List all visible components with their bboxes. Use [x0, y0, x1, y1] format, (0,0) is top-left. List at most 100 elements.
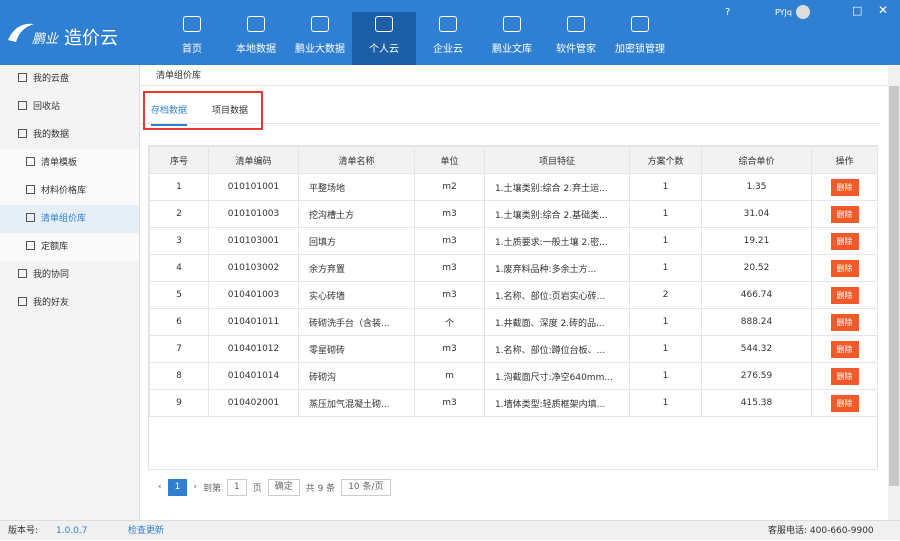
- table-row[interactable]: 1 010101001 平整场地 m2 1.土壤类别:综合 2.弃土运... 1 1.35 删…: [149, 173, 878, 201]
- table-cell: 余方弃置: [298, 254, 415, 282]
- prev-page[interactable]: ‹: [158, 482, 162, 492]
- breadcrumb-text: 清单组价库: [156, 71, 202, 81]
- sidebar-item[interactable]: 材料价格库: [0, 177, 139, 205]
- version: 1.0.0.7: [56, 526, 88, 536]
- logo: 鹏业 造价云: [0, 0, 160, 65]
- nav: 首页 本地数据 鹏业大数据 个人云 企业云 鹏业文库 软件管家 加密锁管理: [160, 12, 672, 65]
- table-cell: 2: [629, 281, 702, 309]
- delete-button[interactable]: 删除: [830, 313, 859, 331]
- nav-item[interactable]: 企业云: [416, 12, 480, 65]
- action-cell: 删除: [811, 254, 878, 282]
- delete-button[interactable]: 删除: [830, 232, 859, 250]
- delete-button[interactable]: 删除: [830, 340, 859, 358]
- status-bar: 版本号: 1.0.0.7 检查更新 客服电话: 400-660-9900: [0, 520, 900, 540]
- table-cell: 个: [414, 308, 485, 336]
- table-row[interactable]: 3 010103001 回填方 m3 1.土质要求:一般土壤 2.密... 1 19.21 删…: [149, 227, 878, 255]
- table-cell: m: [414, 362, 485, 390]
- column-header: 清单名称: [298, 146, 415, 174]
- nav-label: 加密锁管理: [615, 44, 665, 55]
- action-cell: 删除: [811, 335, 878, 363]
- page-number[interactable]: 1: [167, 478, 188, 496]
- table-cell: m3: [414, 254, 485, 282]
- action-cell: 删除: [811, 308, 878, 336]
- table-cell: 1.沟截面尺寸:净空640mm...: [484, 362, 630, 390]
- sidebar-item[interactable]: 清单模板: [0, 149, 139, 177]
- table-cell: 888.24: [701, 308, 812, 336]
- sidebar-item[interactable]: 我的云盘: [0, 65, 139, 93]
- table-row[interactable]: 5 010401003 实心砖墙 m3 1.名称、部位:页岩实心砖... 2 466.74 删…: [149, 281, 878, 309]
- column-header: 方案个数: [629, 146, 702, 174]
- tab[interactable]: 存档数据: [151, 103, 188, 126]
- scrollbar-thumb[interactable]: [889, 86, 899, 486]
- table-cell: 010401003: [208, 281, 299, 309]
- column-header: 操作: [811, 146, 878, 174]
- action-cell: 删除: [811, 362, 878, 390]
- column-header: 单位: [414, 146, 485, 174]
- nav-label: 本地数据: [236, 44, 276, 55]
- table-row[interactable]: 9 010402001 蒸压加气混凝土砌... m3 1.墙体类型:轻质框架内填... 1…: [149, 389, 878, 417]
- table-row[interactable]: 8 010401014 砖砌沟 m 1.沟截面尺寸:净空640mm... 1 276.59 删…: [149, 362, 878, 390]
- version-label: 版本号:: [8, 526, 39, 536]
- logo-icon: [8, 23, 34, 42]
- delete-button[interactable]: 删除: [830, 259, 859, 277]
- table-row[interactable]: 7 010401012 零星砌砖 m3 1.名称、部位:蹲位台板、... 1 544.32 删…: [149, 335, 878, 363]
- hotline: 客服电话: 400-660-9900: [768, 526, 874, 536]
- nav-item[interactable]: 本地数据: [224, 12, 288, 65]
- sidebar-item[interactable]: 定额库: [0, 233, 139, 261]
- breadcrumb: 清单组价库: [140, 66, 888, 86]
- check-update[interactable]: 检查更新: [128, 526, 165, 536]
- goto-suffix: 页: [252, 483, 262, 494]
- data-table: 序号 清单编码 清单名称 单位 项目特征 方案个数 综合单价 操作 1 010101001 平整场地…: [148, 145, 878, 470]
- table-cell: m2: [414, 173, 485, 201]
- delete-button[interactable]: 删除: [830, 178, 859, 196]
- nav-item[interactable]: 鹏业大数据: [288, 12, 352, 65]
- page-size-select[interactable]: 10 条/页: [341, 478, 391, 496]
- sidebar-item[interactable]: 清单组价库: [0, 205, 139, 233]
- table-cell: 010401014: [208, 362, 299, 390]
- maximize-button[interactable]: □: [852, 4, 863, 17]
- nav-icon: [183, 16, 201, 32]
- sidebar-item[interactable]: 我的数据: [0, 121, 139, 149]
- table-cell: 20.52: [701, 254, 812, 282]
- nav-item[interactable]: 加密锁管理: [608, 12, 672, 65]
- table-cell: 1: [629, 173, 702, 201]
- delete-button[interactable]: 删除: [830, 367, 859, 385]
- table-cell: m3: [414, 281, 485, 309]
- nav-item[interactable]: 个人云: [352, 12, 416, 65]
- table-cell: 010101003: [208, 200, 299, 228]
- goto-input[interactable]: 1: [226, 478, 247, 496]
- nav-icon: [375, 16, 393, 32]
- nav-item[interactable]: 首页: [160, 12, 224, 65]
- nav-item[interactable]: 鹏业文库: [480, 12, 544, 65]
- avatar[interactable]: [796, 5, 810, 19]
- tabs: 存档数据 项目数据: [143, 91, 263, 130]
- table-row[interactable]: 6 010401011 砖砌洗手台（含装... 个 1.井截面、深度 2.砖的品... 1…: [149, 308, 878, 336]
- next-page[interactable]: ›: [193, 482, 197, 492]
- nav-icon: [247, 16, 265, 32]
- action-cell: 删除: [811, 281, 878, 309]
- delete-button[interactable]: 删除: [830, 205, 859, 223]
- delete-button[interactable]: 删除: [830, 286, 859, 304]
- help-button[interactable]: ?: [725, 7, 731, 18]
- delete-button[interactable]: 删除: [830, 394, 859, 412]
- sidebar-item[interactable]: 我的好友: [0, 289, 139, 317]
- table-cell: 1.35: [701, 173, 812, 201]
- tab[interactable]: 项目数据: [212, 106, 249, 116]
- tab-divider: [140, 123, 880, 124]
- sidebar-item[interactable]: 我的协同: [0, 261, 139, 289]
- table-cell: 8: [149, 362, 209, 390]
- table-cell: 1.名称、部位:页岩实心砖...: [484, 281, 630, 309]
- table-cell: 挖沟槽土方: [298, 200, 415, 228]
- nav-item[interactable]: 软件管家: [544, 12, 608, 65]
- column-header: 项目特征: [484, 146, 630, 174]
- top-bar: 鹏业 造价云 首页 本地数据 鹏业大数据 个人云 企业云 鹏业文库 软件管家 加密锁管理 ? …: [0, 0, 900, 65]
- confirm-button[interactable]: 确定: [267, 478, 300, 496]
- user-name[interactable]: PYJq: [775, 8, 792, 17]
- table-row[interactable]: 2 010101003 挖沟槽土方 m3 1.土壤类别:综合 2.基础类... 1 31.0…: [149, 200, 878, 228]
- close-button[interactable]: ✕: [878, 3, 889, 17]
- logo-brand: 鹏业: [32, 32, 59, 47]
- table-cell: 010103002: [208, 254, 299, 282]
- sidebar-item[interactable]: 回收站: [0, 93, 139, 121]
- table-row[interactable]: 4 010103002 余方弃置 m3 1.废弃料品种:多余土方... 1 20.52 删除: [149, 254, 878, 282]
